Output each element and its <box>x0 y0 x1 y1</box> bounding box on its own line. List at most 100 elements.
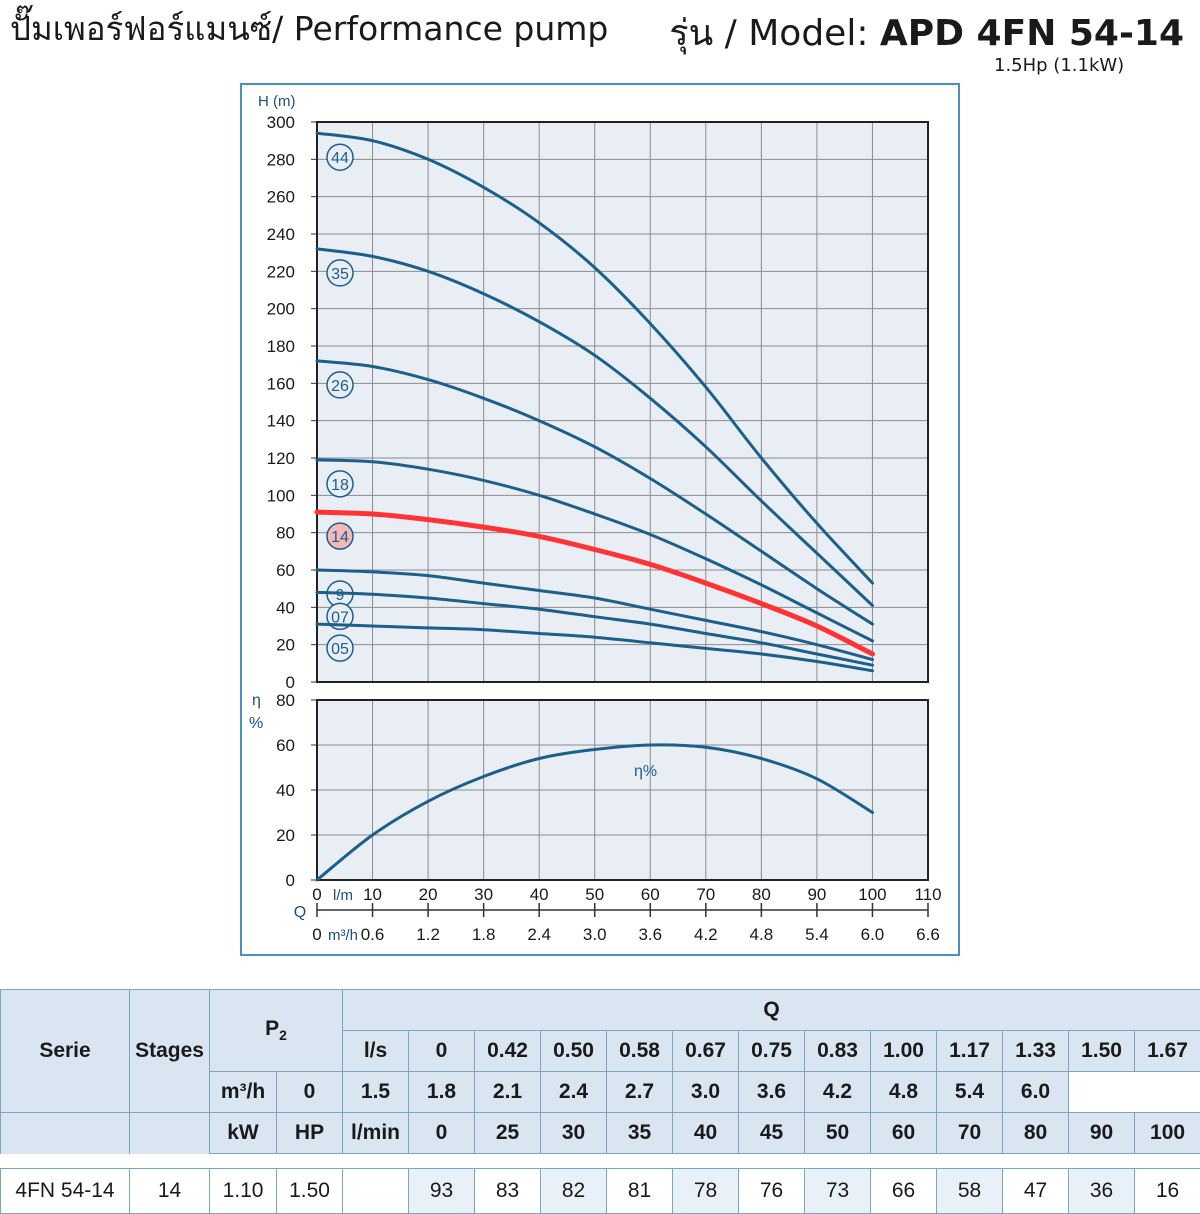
lmin-label: l/min <box>343 1113 409 1154</box>
eff-y-tick-label: 60 <box>276 736 295 755</box>
ls-cell: 0.42 <box>475 1031 541 1072</box>
head-value-cell: 47 <box>1003 1169 1069 1214</box>
lpm-tick-label: 0 <box>312 885 321 904</box>
m3h-cell: 3.0 <box>673 1072 739 1113</box>
head-y-tick-label: 180 <box>267 337 295 356</box>
head-y-axis-label: H (m) <box>258 93 296 110</box>
head-value-cell: 36 <box>1069 1169 1135 1214</box>
lmin-cell: 25 <box>475 1113 541 1154</box>
ls-cell: 0.75 <box>739 1031 805 1072</box>
ls-cell: 1.67 <box>1135 1031 1200 1072</box>
q-header: Q <box>343 990 1200 1031</box>
lpm-tick-label: 50 <box>585 885 604 904</box>
m3h-cell: 6.0 <box>1003 1072 1069 1113</box>
m3h-tick-label: 3.6 <box>638 925 662 944</box>
efficiency-curve-label: η% <box>634 763 657 780</box>
eff-y-tick-label: 20 <box>276 826 295 845</box>
head-y-tick-label: 0 <box>286 673 295 692</box>
eff-y-tick-label: 80 <box>276 691 295 710</box>
stage-label-44: 44 <box>331 150 349 167</box>
head-value-cell: 16 <box>1135 1169 1200 1214</box>
stages-header: Stages <box>130 990 210 1113</box>
lpm-tick-label: 30 <box>474 885 493 904</box>
ls-cell: 1.50 <box>1069 1031 1135 1072</box>
m3h-cell: 2.1 <box>475 1072 541 1113</box>
head-y-tick-label: 260 <box>267 188 295 207</box>
head-y-tick-label: 220 <box>267 262 295 281</box>
m3h-tick-label: 4.2 <box>694 925 718 944</box>
m3h-cell: 1.8 <box>409 1072 475 1113</box>
m3h-tick-label: 1.8 <box>472 925 496 944</box>
lmin-cell: 40 <box>673 1113 739 1154</box>
ls-label: l/s <box>343 1031 409 1072</box>
m3h-cell: 2.4 <box>541 1072 607 1113</box>
head-value-cell: 58 <box>937 1169 1003 1214</box>
stages-header-spacer <box>130 1113 210 1154</box>
kw-header: kW <box>210 1113 277 1154</box>
m3h-cell: 4.8 <box>871 1072 937 1113</box>
m3h-cell: 4.2 <box>805 1072 871 1113</box>
eff-y-tick-label: 40 <box>276 781 295 800</box>
lpm-tick-label: 70 <box>696 885 715 904</box>
lmin-cell: 0 <box>409 1113 475 1154</box>
head-value-cell: 83 <box>475 1169 541 1214</box>
head-y-tick-label: 100 <box>267 486 295 505</box>
lpm-unit-label: l/m <box>333 887 353 904</box>
head-value-cell: 73 <box>805 1169 871 1214</box>
ls-cell: 0.67 <box>673 1031 739 1072</box>
m3h-tick-label: 0.6 <box>361 925 385 944</box>
hp-cell: 1.50 <box>277 1169 343 1214</box>
eff-y-axis-label-bottom: % <box>249 715 263 732</box>
head-y-tick-label: 20 <box>276 636 295 655</box>
m3h-cell: 2.7 <box>607 1072 673 1113</box>
head-value-cell: 66 <box>871 1169 937 1214</box>
head-y-tick-label: 240 <box>267 225 295 244</box>
ls-cell: 1.33 <box>1003 1031 1069 1072</box>
lpm-tick-label: 110 <box>914 885 941 904</box>
head-value-cell: 82 <box>541 1169 607 1214</box>
lpm-tick-label: 10 <box>363 885 382 904</box>
p2-subscript: 2 <box>279 1028 287 1044</box>
lmin-cell: 100 <box>1135 1113 1200 1154</box>
lmin-cell: 70 <box>937 1113 1003 1154</box>
lpm-tick-label: 90 <box>807 885 826 904</box>
ls-cell: 1.00 <box>871 1031 937 1072</box>
head-y-tick-label: 40 <box>276 598 295 617</box>
stage-label-18: 18 <box>331 477 349 494</box>
serie-cell: 4FN 54-14 <box>1 1169 130 1214</box>
lmin-cell: 45 <box>739 1113 805 1154</box>
efficiency-curve-plot: 0 20 40 60 80 η% η% <box>249 691 928 890</box>
m3h-cell: 3.6 <box>739 1072 805 1113</box>
eff-y-tick-label: 0 <box>286 871 295 890</box>
head-y-tick-label: 200 <box>267 300 295 319</box>
lpm-tick-label: 80 <box>752 885 771 904</box>
serie-header: Serie <box>1 990 130 1113</box>
lmin-cell: 50 <box>805 1113 871 1154</box>
lmin-cell: 80 <box>1003 1113 1069 1154</box>
head-value-cell: 93 <box>409 1169 475 1214</box>
eff-y-axis-label-top: η <box>252 692 261 709</box>
head-y-tick-label: 60 <box>276 561 295 580</box>
head-y-tick-label: 120 <box>267 449 295 468</box>
lmin-cell: 90 <box>1069 1113 1135 1154</box>
serie-header-spacer <box>1 1113 130 1154</box>
ls-cell: 0 <box>409 1031 475 1072</box>
h-label-cell <box>343 1169 409 1214</box>
lpm-tick-label: 20 <box>419 885 438 904</box>
m3h-tick-label: 2.4 <box>527 925 551 944</box>
p2-header: P2 <box>210 990 343 1072</box>
p2-label: P <box>265 1017 279 1040</box>
ls-cell: 0.50 <box>541 1031 607 1072</box>
head-value-cell: 76 <box>739 1169 805 1214</box>
head-curve-plot: 0204060801001201401601802002202402602803… <box>258 93 928 692</box>
kw-cell: 1.10 <box>210 1169 277 1214</box>
lpm-tick-label: 100 <box>858 885 886 904</box>
m3h-tick-label: 3.0 <box>583 925 607 944</box>
ls-cell: 1.17 <box>937 1031 1003 1072</box>
head-y-tick-label: 300 <box>267 113 295 132</box>
stage-label-35: 35 <box>331 266 349 283</box>
head-y-tick-label: 80 <box>276 524 295 543</box>
flow-axis-label: Q <box>294 904 306 921</box>
